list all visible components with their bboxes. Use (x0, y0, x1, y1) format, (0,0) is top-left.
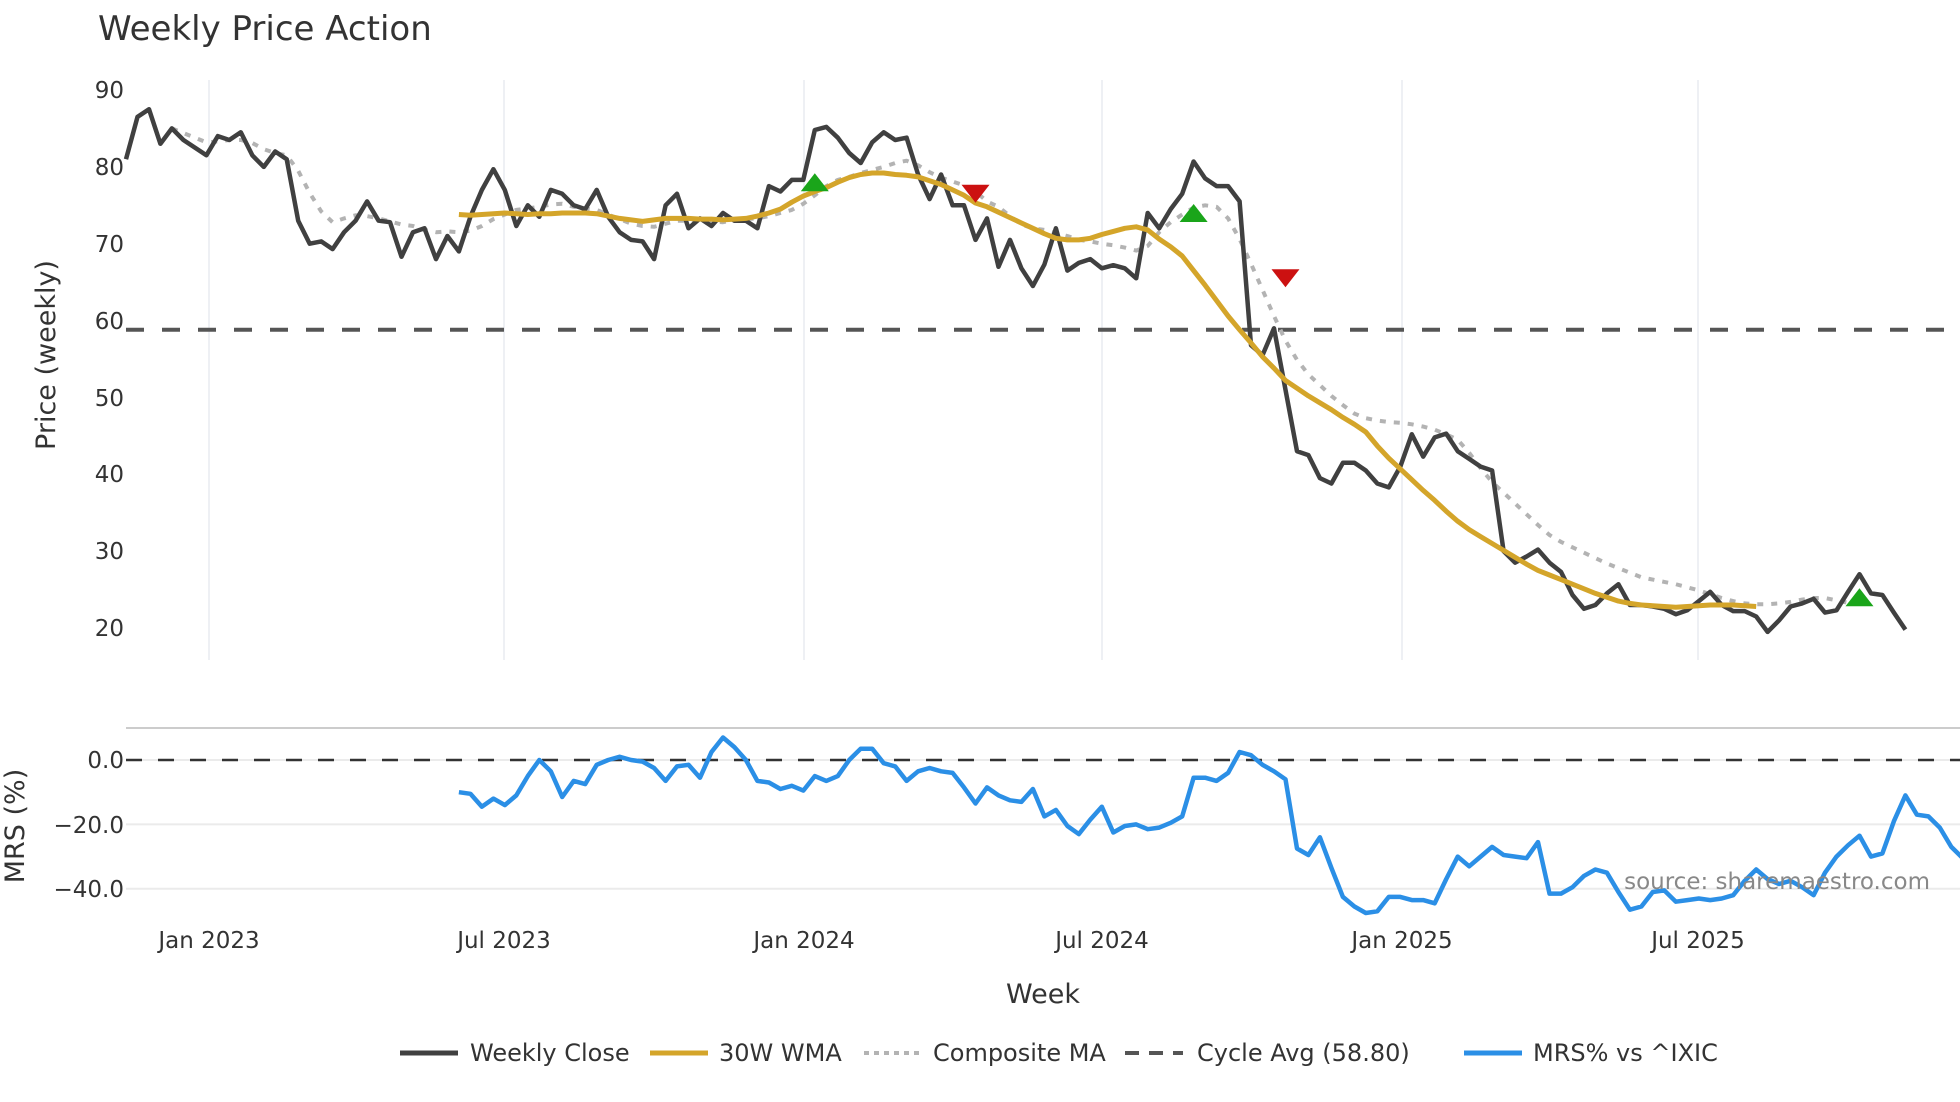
price-series (123, 106, 1960, 635)
composite-ma-line (171, 126, 1849, 607)
y-tick: 90 (95, 78, 124, 104)
y-tick: 0.0 (87, 748, 124, 774)
x-tick: Jan 2023 (156, 928, 259, 954)
price-gridlines (208, 80, 1699, 660)
legend-label: 30W WMA (719, 1039, 842, 1067)
legend-label: Weekly Close (470, 1039, 630, 1067)
y-tick: 30 (95, 539, 124, 565)
source-watermark: source: sharemaestro.com (1624, 869, 1930, 895)
mrs-y-axis-label: MRS (%) (0, 769, 31, 884)
chart-title: Weekly Price Action (98, 9, 432, 49)
sell-signal-triangle-down-icon (961, 184, 990, 203)
y-tick: 80 (95, 155, 124, 181)
x-tick: Jan 2025 (1349, 928, 1452, 954)
x-tick: Jan 2024 (751, 928, 854, 954)
legend-label: Cycle Avg (58.80) (1197, 1039, 1410, 1067)
y-tick: 20 (95, 616, 124, 642)
wma-30w-line (458, 170, 1757, 610)
buy-signal-triangle-up-icon (1845, 588, 1874, 607)
legend-label: Composite MA (933, 1039, 1106, 1067)
y-tick: 50 (95, 386, 124, 412)
x-tick: Jul 2024 (1053, 928, 1149, 954)
y-tick: 60 (95, 309, 124, 335)
mrs-gridlines (126, 727, 1960, 890)
mrs-line (458, 735, 1960, 916)
legend-item-weekly-close[interactable]: Weekly Close (400, 1039, 630, 1067)
legend-item-mrs[interactable]: MRS% vs ^IXIC (1464, 1039, 1718, 1067)
legend-item-composite-ma[interactable]: Composite MA (864, 1039, 1106, 1067)
price-y-axis-ticks: 90 80 70 60 50 40 30 20 (95, 78, 124, 642)
weekly-close-line (123, 106, 1908, 635)
legend-item-30w-wma[interactable]: 30W WMA (650, 1039, 842, 1067)
mrs-y-axis-ticks: 0.0 −20.0 −40.0 (54, 748, 124, 903)
x-axis-ticks: Jan 2023 Jul 2023 Jan 2024 Jul 2024 Jan … (156, 928, 1744, 954)
buy-signal-triangle-up-icon (1179, 203, 1208, 222)
price-y-axis-label: Price (weekly) (31, 260, 62, 450)
mrs-series (126, 735, 1960, 916)
legend-label: MRS% vs ^IXIC (1533, 1039, 1718, 1067)
x-tick: Jul 2025 (1649, 928, 1745, 954)
y-tick: −20.0 (54, 813, 124, 839)
y-tick: 70 (95, 232, 124, 258)
y-tick: −40.0 (54, 877, 124, 903)
x-axis-label: Week (1006, 979, 1080, 1010)
sell-signal-triangle-down-icon (1271, 269, 1300, 288)
y-tick: 40 (95, 462, 124, 488)
signal-markers (800, 173, 1874, 607)
legend-item-cycle-avg[interactable]: Cycle Avg (58.80) (1125, 1039, 1410, 1067)
x-tick: Jul 2023 (455, 928, 551, 954)
buy-signal-triangle-up-icon (800, 173, 829, 192)
legend: Weekly Close 30W WMA Composite MA Cycle … (400, 1039, 1718, 1067)
